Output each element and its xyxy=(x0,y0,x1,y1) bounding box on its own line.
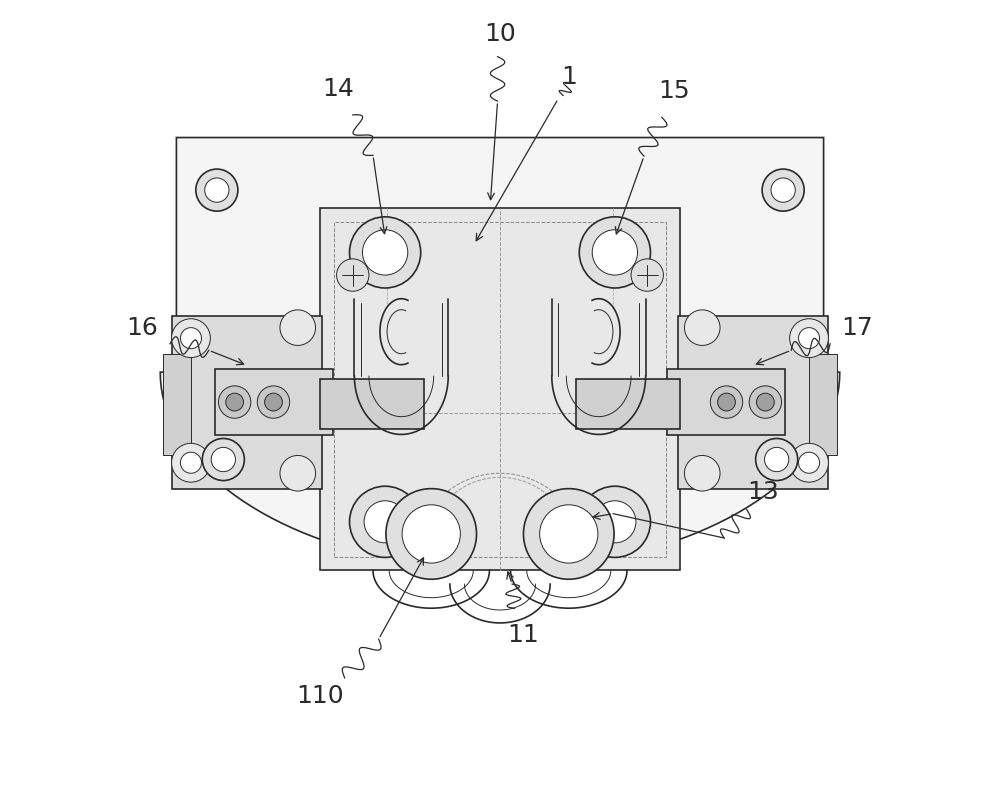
Text: 13: 13 xyxy=(747,480,779,504)
Text: 110: 110 xyxy=(297,684,344,708)
Circle shape xyxy=(765,447,789,472)
Text: 1: 1 xyxy=(561,65,577,89)
Circle shape xyxy=(265,393,282,411)
Text: 10: 10 xyxy=(484,22,516,46)
Circle shape xyxy=(579,486,650,557)
Circle shape xyxy=(762,169,804,211)
Circle shape xyxy=(350,486,421,557)
Circle shape xyxy=(771,178,795,202)
Circle shape xyxy=(172,319,210,358)
Circle shape xyxy=(799,452,820,473)
Circle shape xyxy=(756,438,798,481)
Circle shape xyxy=(592,230,638,275)
Circle shape xyxy=(180,328,201,349)
Circle shape xyxy=(180,452,201,473)
Circle shape xyxy=(280,310,316,345)
Circle shape xyxy=(196,169,238,211)
Bar xyxy=(320,208,680,570)
Text: 17: 17 xyxy=(842,316,873,340)
Text: 11: 11 xyxy=(507,623,539,647)
Circle shape xyxy=(710,386,743,418)
Circle shape xyxy=(202,438,244,481)
Bar xyxy=(163,354,191,455)
Bar xyxy=(576,379,680,429)
Circle shape xyxy=(631,259,663,291)
Circle shape xyxy=(790,443,828,482)
Circle shape xyxy=(790,319,828,358)
Circle shape xyxy=(523,489,614,579)
Circle shape xyxy=(402,505,460,563)
Circle shape xyxy=(257,386,290,418)
Text: 14: 14 xyxy=(322,77,354,101)
Circle shape xyxy=(684,455,720,491)
Polygon shape xyxy=(160,138,840,570)
Circle shape xyxy=(756,393,774,411)
Circle shape xyxy=(799,328,820,349)
Circle shape xyxy=(386,489,477,579)
Text: 15: 15 xyxy=(658,78,690,103)
Bar xyxy=(172,316,322,489)
Circle shape xyxy=(280,455,316,491)
Circle shape xyxy=(594,501,636,543)
Bar xyxy=(320,379,424,429)
Circle shape xyxy=(362,230,408,275)
Circle shape xyxy=(364,501,406,543)
Circle shape xyxy=(684,310,720,345)
Bar xyxy=(215,369,333,435)
Circle shape xyxy=(205,178,229,202)
Circle shape xyxy=(211,447,235,472)
Circle shape xyxy=(540,505,598,563)
Circle shape xyxy=(718,393,735,411)
Text: 16: 16 xyxy=(126,316,158,340)
Bar xyxy=(809,354,837,455)
Circle shape xyxy=(579,217,650,288)
Circle shape xyxy=(350,217,421,288)
Circle shape xyxy=(218,386,251,418)
Bar xyxy=(667,369,785,435)
Circle shape xyxy=(172,443,210,482)
Circle shape xyxy=(226,393,244,411)
Circle shape xyxy=(337,259,369,291)
Bar xyxy=(334,222,666,557)
Circle shape xyxy=(749,386,782,418)
Bar xyxy=(678,316,828,489)
